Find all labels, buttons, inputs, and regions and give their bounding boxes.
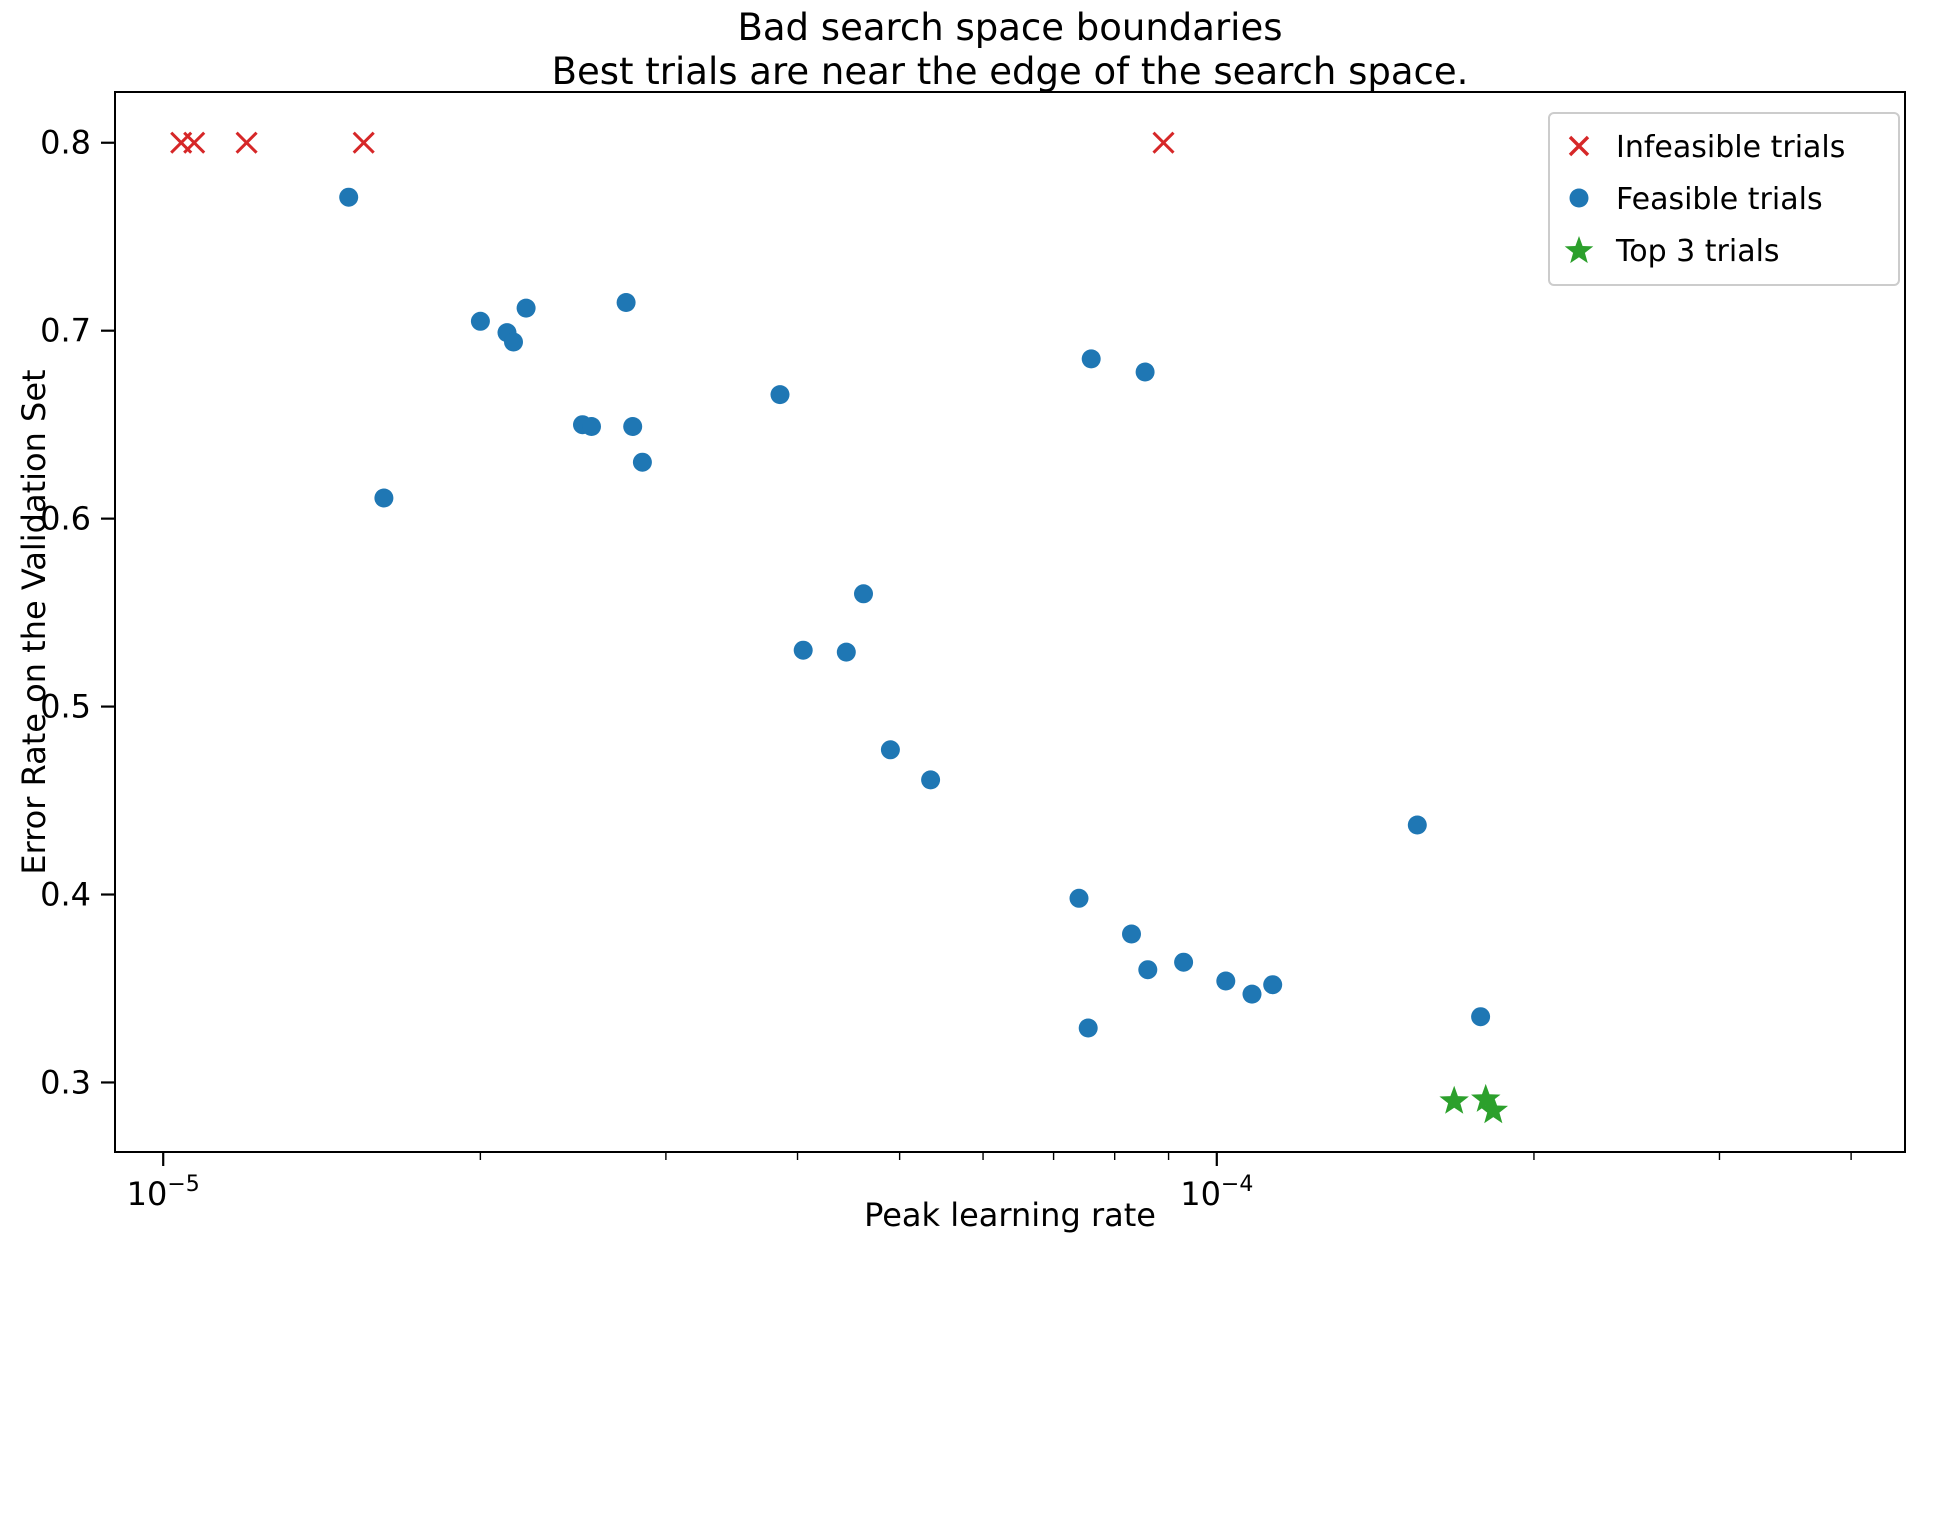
- top-trial-point: [1471, 1083, 1501, 1112]
- feasible-trial-point: [1216, 971, 1236, 991]
- legend-label-infeasible: Infeasible trials: [1616, 129, 1846, 165]
- x-tick-label: 10−4: [1180, 1172, 1253, 1213]
- infeasible-trial-point: [235, 131, 258, 154]
- top-trial-point: [1439, 1085, 1469, 1114]
- feasible-trial-point: [793, 640, 813, 660]
- feasible-trial-point: [632, 452, 652, 472]
- feasible-trial-point: [921, 770, 941, 790]
- legend-item-top3: Top 3 trials: [1556, 226, 1892, 276]
- circle-marker-icon: [1569, 188, 1589, 208]
- feasible-trial-point: [470, 311, 490, 331]
- legend-label-feasible: Feasible trials: [1616, 181, 1823, 217]
- y-tick-label: 0.7: [40, 312, 91, 350]
- feasible-trial-point: [582, 417, 601, 436]
- chart-title-line1: Bad search space boundaries: [737, 6, 1283, 49]
- feasible-trial-point: [1069, 888, 1089, 908]
- chart-title-line2: Best trials are near the edge of the sea…: [551, 50, 1469, 93]
- feasible-trial-point: [836, 642, 856, 662]
- feasible-trial-point: [1078, 1018, 1098, 1038]
- feasible-trial-point: [1174, 952, 1194, 972]
- y-tick-label: 0.3: [40, 1063, 91, 1101]
- legend-label-top3: Top 3 trials: [1616, 233, 1780, 269]
- feasible-trial-point: [516, 298, 536, 318]
- feasible-trial-point: [1471, 1007, 1491, 1027]
- legend: Infeasible trials Feasible trials Top 3 …: [1548, 112, 1900, 286]
- feasible-trial-point: [1407, 815, 1427, 835]
- x-marker-icon: [1568, 135, 1590, 157]
- feasible-trial-point: [1135, 362, 1155, 382]
- feasible-trial-point: [1138, 960, 1158, 980]
- y-tick-label: 0.4: [40, 876, 91, 914]
- feasible-trial-point: [854, 584, 873, 604]
- star-marker-icon: [1564, 236, 1594, 264]
- feasible-trial-point: [880, 740, 900, 760]
- feasible-trial-point: [374, 488, 394, 508]
- feasible-trial-point: [1122, 924, 1141, 944]
- feasible-trial-point: [1242, 984, 1262, 1004]
- plot-frame: [114, 91, 1906, 1153]
- y-tick-label: 0.8: [40, 124, 91, 162]
- infeasible-trial-point: [183, 131, 206, 154]
- feasible-trial-point: [1263, 975, 1283, 995]
- legend-item-infeasible: Infeasible trials: [1556, 122, 1892, 172]
- feasible-trial-point: [770, 385, 790, 405]
- legend-item-feasible: Feasible trials: [1556, 174, 1892, 224]
- infeasible-trial-point: [1152, 131, 1175, 154]
- y-tick-label: 0.5: [40, 688, 91, 726]
- feasible-trial-point: [339, 187, 359, 207]
- chart-title: Bad search space boundaries Best trials …: [115, 6, 1905, 94]
- feasible-trial-point: [616, 293, 636, 312]
- feasible-trial-point: [1081, 349, 1101, 369]
- feasible-trial-point: [623, 417, 643, 436]
- top-trial-point: [1478, 1095, 1508, 1124]
- x-axis-label: Peak learning rate: [864, 1196, 1156, 1234]
- y-tick-label: 0.6: [40, 500, 91, 538]
- y-axis-label: Error Rate on the Validation Set: [15, 369, 53, 875]
- feasible-trial-point: [504, 332, 523, 352]
- infeasible-trial-point: [352, 131, 375, 154]
- x-tick-label: 10−5: [127, 1172, 200, 1213]
